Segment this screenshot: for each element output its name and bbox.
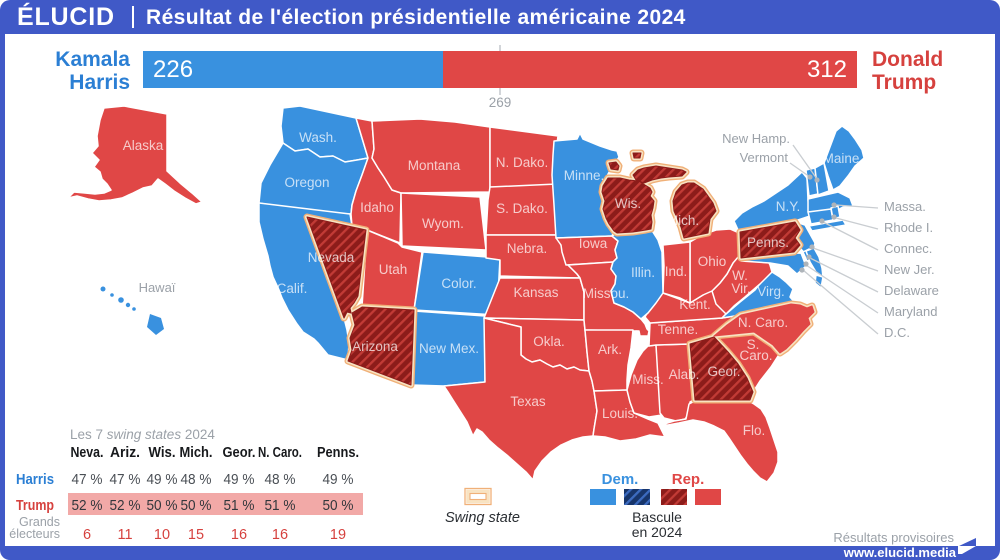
svg-text:Arizona: Arizona	[352, 339, 398, 354]
svg-text:Mich.: Mich.	[180, 445, 213, 461]
svg-text:S. Dako.: S. Dako.	[496, 201, 548, 216]
svg-text:Swing state: Swing state	[445, 510, 520, 526]
svg-text:Flo.: Flo.	[743, 423, 766, 438]
svg-text:Neva.: Neva.	[71, 445, 104, 461]
svg-text:Ind.: Ind.	[665, 264, 688, 279]
svg-text:N. Dako.: N. Dako.	[496, 155, 549, 170]
svg-text:Nebra.: Nebra.	[507, 241, 548, 256]
svg-text:W.: W.	[732, 268, 748, 283]
svg-text:50 %: 50 %	[323, 498, 354, 514]
svg-text:New Hamp.: New Hamp.	[722, 131, 790, 146]
svg-text:Kent.: Kent.	[679, 297, 711, 312]
svg-text:50 %: 50 %	[181, 498, 212, 514]
svg-text:Texas: Texas	[510, 394, 546, 409]
svg-text:Caro.: Caro.	[739, 348, 772, 363]
svg-text:Tenne.: Tenne.	[658, 322, 699, 337]
svg-text:52 %: 52 %	[110, 498, 141, 514]
svg-text:S.: S.	[747, 337, 760, 352]
svg-text:51 %: 51 %	[224, 498, 255, 514]
svg-text:11: 11	[117, 527, 132, 543]
svg-text:Miss.: Miss.	[632, 372, 664, 387]
svg-text:Alab.: Alab.	[669, 367, 700, 382]
svg-text:Vermont: Vermont	[740, 150, 789, 165]
svg-text:New Mex.: New Mex.	[419, 341, 479, 356]
svg-text:10: 10	[154, 527, 170, 543]
svg-text:Okla.: Okla.	[533, 334, 565, 349]
svg-text:Maine: Maine	[823, 151, 860, 166]
svg-text:Trump: Trump	[16, 497, 54, 514]
svg-text:Kansas: Kansas	[513, 285, 558, 300]
svg-text:50 %: 50 %	[147, 498, 178, 514]
svg-text:49 %: 49 %	[224, 472, 255, 488]
svg-text:Rhode I.: Rhode I.	[884, 220, 933, 235]
svg-text:Wyom.: Wyom.	[422, 216, 464, 231]
svg-text:Les 7 swing states 2024: Les 7 swing states 2024	[70, 427, 215, 442]
svg-text:Ohio: Ohio	[698, 254, 727, 269]
svg-text:D.C.: D.C.	[884, 325, 910, 340]
svg-text:Wash.: Wash.	[299, 130, 337, 145]
svg-text:52 %: 52 %	[72, 498, 103, 514]
svg-text:Louis.: Louis.	[602, 406, 638, 421]
svg-text:Alaska: Alaska	[123, 138, 164, 153]
svg-text:Minne.: Minne.	[564, 168, 605, 183]
svg-text:Bascule: Bascule	[632, 509, 682, 525]
svg-text:16: 16	[231, 527, 247, 543]
svg-text:électeurs: électeurs	[9, 527, 60, 541]
svg-text:Idaho: Idaho	[360, 200, 394, 215]
svg-text:Utah: Utah	[379, 262, 408, 277]
svg-text:Grands: Grands	[19, 515, 60, 529]
svg-text:48 %: 48 %	[265, 472, 296, 488]
svg-text:Geor.: Geor.	[223, 445, 256, 461]
svg-text:Connec.: Connec.	[884, 241, 932, 256]
svg-text:Color.: Color.	[441, 276, 476, 291]
svg-text:Rep.: Rep.	[672, 471, 705, 488]
svg-text:15: 15	[188, 527, 204, 543]
svg-text:19: 19	[330, 527, 346, 543]
svg-text:Illin.: Illin.	[631, 265, 655, 280]
svg-text:Calif.: Calif.	[277, 281, 308, 296]
svg-text:Nevada: Nevada	[308, 250, 355, 265]
svg-text:Virg.: Virg.	[757, 284, 785, 299]
svg-text:Ariz.: Ariz.	[110, 445, 140, 461]
svg-text:Hawaï: Hawaï	[139, 280, 176, 295]
svg-text:49 %: 49 %	[147, 472, 178, 488]
svg-text:en 2024: en 2024	[632, 524, 683, 540]
svg-text:Delaware: Delaware	[884, 283, 939, 298]
svg-text:6: 6	[83, 527, 91, 543]
svg-text:Wis.: Wis.	[615, 196, 641, 211]
svg-text:Penns.: Penns.	[747, 235, 789, 250]
svg-text:Massa.: Massa.	[884, 199, 926, 214]
svg-text:New Jer.: New Jer.	[884, 262, 935, 277]
svg-text:Montana: Montana	[408, 158, 461, 173]
svg-text:16: 16	[272, 527, 288, 543]
svg-text:47 %: 47 %	[110, 472, 141, 488]
svg-text:51 %: 51 %	[265, 498, 296, 514]
svg-text:Geor.: Geor.	[707, 364, 740, 379]
svg-text:N. Caro.: N. Caro.	[738, 315, 788, 330]
svg-text:Penns.: Penns.	[317, 445, 359, 461]
svg-text:47 %: 47 %	[72, 472, 103, 488]
svg-text:Vir.: Vir.	[731, 281, 750, 296]
svg-text:Dem.: Dem.	[602, 471, 639, 488]
svg-text:Iowa: Iowa	[579, 236, 608, 251]
svg-text:N. Caro.: N. Caro.	[258, 445, 302, 461]
svg-text:Mich.: Mich.	[667, 213, 699, 228]
svg-text:Maryland: Maryland	[884, 304, 937, 319]
svg-text:Missou.: Missou.	[583, 286, 630, 301]
svg-text:269: 269	[489, 95, 512, 110]
svg-text:Oregon: Oregon	[284, 175, 329, 190]
svg-text:48 %: 48 %	[181, 472, 212, 488]
svg-text:Wis.: Wis.	[149, 445, 176, 461]
svg-text:Ark.: Ark.	[598, 342, 622, 357]
svg-text:Harris: Harris	[16, 471, 54, 488]
svg-text:N.Y.: N.Y.	[776, 199, 801, 214]
svg-text:49 %: 49 %	[323, 472, 354, 488]
